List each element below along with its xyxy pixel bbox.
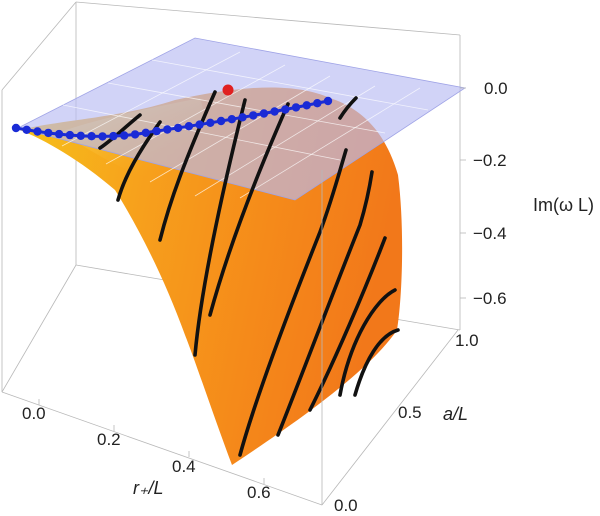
blue-curve-point bbox=[173, 123, 183, 133]
red-point bbox=[222, 84, 234, 96]
y-tick-label: 0.5 bbox=[398, 403, 422, 422]
contour-line bbox=[158, 90, 217, 242]
blue-curve-point bbox=[216, 116, 226, 126]
contour-line bbox=[193, 98, 247, 357]
contour-line bbox=[276, 170, 374, 437]
blue-curve-point bbox=[54, 129, 64, 139]
blue-curve-point bbox=[152, 126, 161, 136]
blue-curve-point bbox=[87, 132, 96, 141]
blue-curve-point bbox=[98, 132, 107, 141]
blue-curve-point bbox=[22, 125, 31, 134]
z-tick-label: 0.0 bbox=[484, 79, 508, 98]
contour-lines bbox=[98, 90, 400, 457]
blue-curve-point bbox=[227, 115, 236, 124]
blue-curve-point bbox=[238, 113, 247, 122]
blue-curve bbox=[11, 96, 333, 141]
z-tick-label: −0.6 bbox=[473, 289, 507, 308]
x-tick-label: 0.4 bbox=[172, 457, 196, 476]
blue-curve-point bbox=[184, 122, 194, 131]
blue-curve-point bbox=[109, 131, 118, 141]
contour-line bbox=[238, 148, 348, 457]
contour-line bbox=[338, 96, 358, 120]
blue-curve-point bbox=[65, 130, 75, 140]
blue-curve-point bbox=[120, 131, 129, 140]
blue-curve-point bbox=[291, 103, 301, 112]
y-tick-label: 0.0 bbox=[334, 496, 358, 515]
contour-line bbox=[338, 288, 397, 397]
x-axis-title: r₊/L bbox=[133, 478, 164, 498]
x-tick-label: 0.0 bbox=[22, 404, 46, 423]
x-tick-label: 0.6 bbox=[247, 483, 271, 502]
z-tick-label: −0.4 bbox=[473, 224, 507, 243]
blue-curve-point bbox=[11, 123, 21, 133]
blue-curve-point bbox=[249, 111, 258, 120]
blue-curve-point bbox=[44, 128, 53, 138]
blue-curve-point bbox=[302, 101, 311, 110]
contour-line bbox=[98, 113, 142, 150]
blue-curve-point bbox=[130, 130, 140, 139]
y-axis: 0.0 0.5 1.0 a/L bbox=[334, 331, 479, 515]
z-axis: 0.0 −0.2 −0.4 −0.6 Im(ω L) bbox=[460, 79, 594, 308]
blue-curve-point bbox=[313, 99, 322, 108]
blue-curve-point bbox=[281, 105, 290, 114]
blue-curve-point bbox=[195, 120, 204, 129]
blue-curve-point bbox=[33, 127, 42, 136]
contour-line bbox=[308, 236, 387, 412]
z-tick-label: −0.2 bbox=[473, 151, 507, 170]
z-axis-title: Im(ω L) bbox=[533, 195, 594, 215]
blue-curve-point bbox=[141, 128, 150, 137]
blue-curve-point bbox=[270, 107, 279, 116]
contour-line bbox=[353, 328, 400, 397]
blue-curve-point bbox=[259, 109, 269, 118]
blue-curve-points bbox=[11, 96, 333, 141]
blue-curve-point bbox=[163, 125, 172, 134]
y-tick-label: 1.0 bbox=[455, 331, 479, 350]
blue-curve-point bbox=[206, 118, 215, 128]
x-tick-label: 0.2 bbox=[97, 430, 121, 449]
plot-box-front bbox=[1, 170, 459, 506]
blue-curve-point bbox=[76, 131, 86, 140]
contour-line bbox=[208, 102, 290, 317]
blue-curve-point bbox=[323, 96, 333, 106]
y-axis-title: a/L bbox=[443, 404, 468, 424]
x-axis: 0.0 0.2 0.4 0.6 r₊/L bbox=[22, 399, 271, 502]
